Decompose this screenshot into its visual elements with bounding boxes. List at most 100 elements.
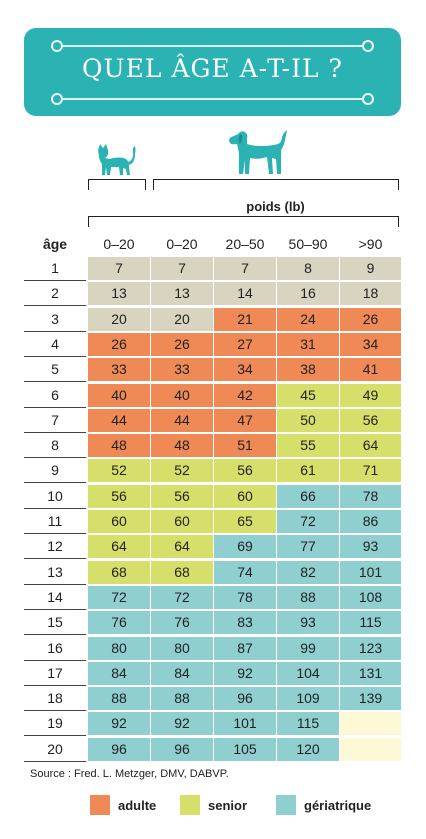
table-row: 13 68 68 74 82 101 (24, 560, 401, 585)
table-row: 9 52 52 56 61 71 (24, 458, 401, 484)
row-separator (24, 305, 86, 307)
value-cell: 51 (214, 434, 276, 458)
value-cell: 88 (88, 687, 150, 711)
value-cell: 60 (214, 484, 276, 508)
table-row: 4 26 26 27 31 34 (24, 332, 401, 357)
row-separator (24, 558, 86, 560)
column-header: >90 (358, 236, 383, 252)
weight-label: poids (lb) (246, 199, 305, 214)
row-separator (24, 406, 86, 408)
table-row: 15 76 76 83 93 115 (24, 610, 401, 636)
value-cell: 60 (88, 510, 150, 533)
value-cell: 86 (340, 510, 401, 533)
age-cell: 5 (51, 361, 59, 378)
value-cell: 93 (340, 535, 401, 559)
value-cell: 33 (151, 358, 213, 382)
age-cell: 10 (47, 487, 63, 504)
column-header: 50–90 (288, 236, 328, 252)
value-cell: 41 (340, 358, 401, 382)
column-header: 0–20 (103, 236, 135, 252)
value-cell: 101 (340, 560, 401, 584)
value-cell: 47 (214, 408, 276, 432)
value-cell: 44 (151, 408, 213, 432)
value-cell: 40 (88, 383, 150, 407)
value-cell: 55 (277, 434, 339, 458)
dog-icon (229, 130, 287, 174)
age-cell: 6 (51, 386, 59, 403)
value-cell (340, 737, 401, 761)
row-separator (24, 710, 86, 712)
value-cell: 14 (214, 282, 276, 306)
row-separator (24, 583, 86, 585)
value-cell: 87 (214, 636, 276, 660)
age-cell: 7 (51, 411, 59, 428)
value-cell: 96 (88, 737, 150, 761)
row-separator (24, 634, 86, 636)
table-row: 17 84 84 92 104 131 (24, 661, 401, 686)
value-cell: 108 (340, 585, 401, 609)
value-cell: 109 (277, 687, 339, 711)
age-cell: 12 (47, 538, 63, 555)
value-cell: 76 (88, 611, 150, 635)
value-cell: 84 (88, 661, 150, 685)
value-cell: 115 (277, 712, 339, 736)
value-cell: 7 (88, 257, 150, 280)
table-row: 12 64 64 69 77 93 (24, 534, 401, 560)
table-row: 7 44 44 47 50 56 (24, 408, 401, 433)
page-title: QUEL ÂGE A-T-IL ? (82, 54, 343, 83)
value-cell: 7 (151, 257, 213, 280)
age-cell: 20 (47, 740, 63, 757)
table-row: 8 48 48 51 55 64 (24, 433, 401, 459)
banner-dot (362, 40, 374, 52)
value-cell: 56 (214, 459, 276, 483)
age-header: âge (42, 236, 68, 252)
value-cell: 45 (277, 383, 339, 407)
value-cell: 69 (214, 535, 276, 559)
value-cell: 13 (151, 282, 213, 306)
value-cell: 50 (277, 408, 339, 432)
value-cell: 52 (151, 459, 213, 483)
row-separator (24, 507, 86, 509)
age-cell: 11 (47, 513, 63, 529)
row-separator (24, 760, 86, 762)
age-cell: 8 (51, 437, 59, 454)
row-separator (24, 381, 86, 383)
age-cell: 3 (51, 310, 59, 327)
value-cell: 104 (277, 661, 339, 685)
age-cell: 16 (47, 639, 63, 656)
value-cell: 56 (88, 484, 150, 508)
banner-dot (51, 93, 63, 105)
value-cell: 64 (88, 535, 150, 559)
value-cell: 88 (151, 687, 213, 711)
value-cell: 96 (151, 737, 213, 761)
age-cell: 4 (51, 335, 59, 352)
value-cell: 56 (151, 484, 213, 508)
value-cell: 74 (214, 560, 276, 584)
row-separator (24, 431, 86, 433)
value-cell: 33 (88, 358, 150, 382)
value-cell: 72 (151, 585, 213, 609)
value-cell: 26 (88, 332, 150, 356)
value-cell: 26 (340, 307, 401, 331)
table-row: 6 40 40 42 45 49 (24, 383, 401, 408)
value-cell: 13 (88, 282, 150, 306)
row-separator (24, 659, 86, 661)
dog-bracket (153, 179, 399, 190)
column-header: 20–50 (225, 236, 265, 252)
legend-label: adulte (118, 798, 157, 813)
title-banner: QUEL ÂGE A-T-IL ? (24, 28, 401, 116)
value-cell: 20 (88, 307, 150, 331)
legend-swatch-adult (90, 795, 110, 815)
age-cell: 18 (47, 690, 63, 707)
row-separator (24, 735, 86, 737)
value-cell: 99 (277, 636, 339, 660)
table-row: 10 56 56 60 66 78 (24, 484, 401, 509)
value-cell: 68 (88, 560, 150, 584)
banner-dot (51, 40, 63, 52)
table-row: 19 92 92 101 115 (24, 711, 401, 737)
value-cell: 101 (214, 712, 276, 736)
table-row: 5 33 33 34 38 41 (24, 357, 401, 383)
value-cell: 38 (277, 358, 339, 382)
value-cell: 72 (88, 585, 150, 609)
